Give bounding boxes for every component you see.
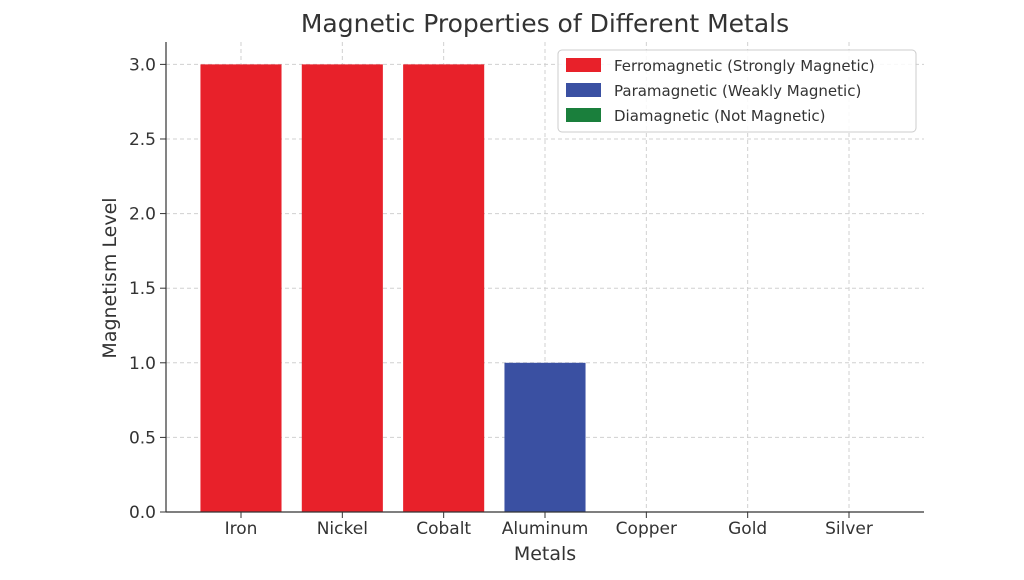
y-tick-label: 2.0 — [129, 205, 156, 225]
legend-label-diamagnetic: Diamagnetic (Not Magnetic) — [614, 107, 825, 125]
y-tick-label: 1.0 — [129, 354, 156, 374]
legend-swatch-paramagnetic — [566, 83, 601, 97]
bar-iron — [200, 64, 282, 512]
y-tick-label: 3.0 — [129, 55, 156, 75]
y-tick-label: 1.5 — [129, 279, 156, 299]
x-tick-label: Copper — [616, 519, 677, 539]
chart-title: Magnetic Properties of Different Metals — [301, 9, 789, 38]
x-tick-label: Iron — [225, 519, 258, 539]
bar-aluminum — [504, 362, 586, 512]
x-tick-label: Nickel — [317, 519, 368, 539]
bar-cobalt — [403, 64, 485, 512]
legend-swatch-diamagnetic — [566, 108, 601, 122]
legend-label-paramagnetic: Paramagnetic (Weakly Magnetic) — [614, 82, 861, 100]
x-tick-label: Cobalt — [416, 519, 471, 539]
legend-swatch-ferromagnetic — [566, 58, 601, 72]
y-tick-label: 0.0 — [129, 503, 156, 523]
legend-box — [557, 49, 917, 133]
x-tick-label: Aluminum — [502, 519, 589, 539]
x-tick-label: Gold — [728, 519, 767, 539]
y-axis-label: Magnetism Level — [99, 197, 121, 358]
bar-nickel — [301, 64, 383, 512]
x-axis-label: Metals — [514, 543, 576, 565]
legend-label-ferromagnetic: Ferromagnetic (Strongly Magnetic) — [614, 57, 875, 75]
y-tick-label: 0.5 — [129, 428, 156, 448]
y-tick-label: 2.5 — [129, 130, 156, 150]
x-tick-label: Silver — [825, 519, 873, 539]
